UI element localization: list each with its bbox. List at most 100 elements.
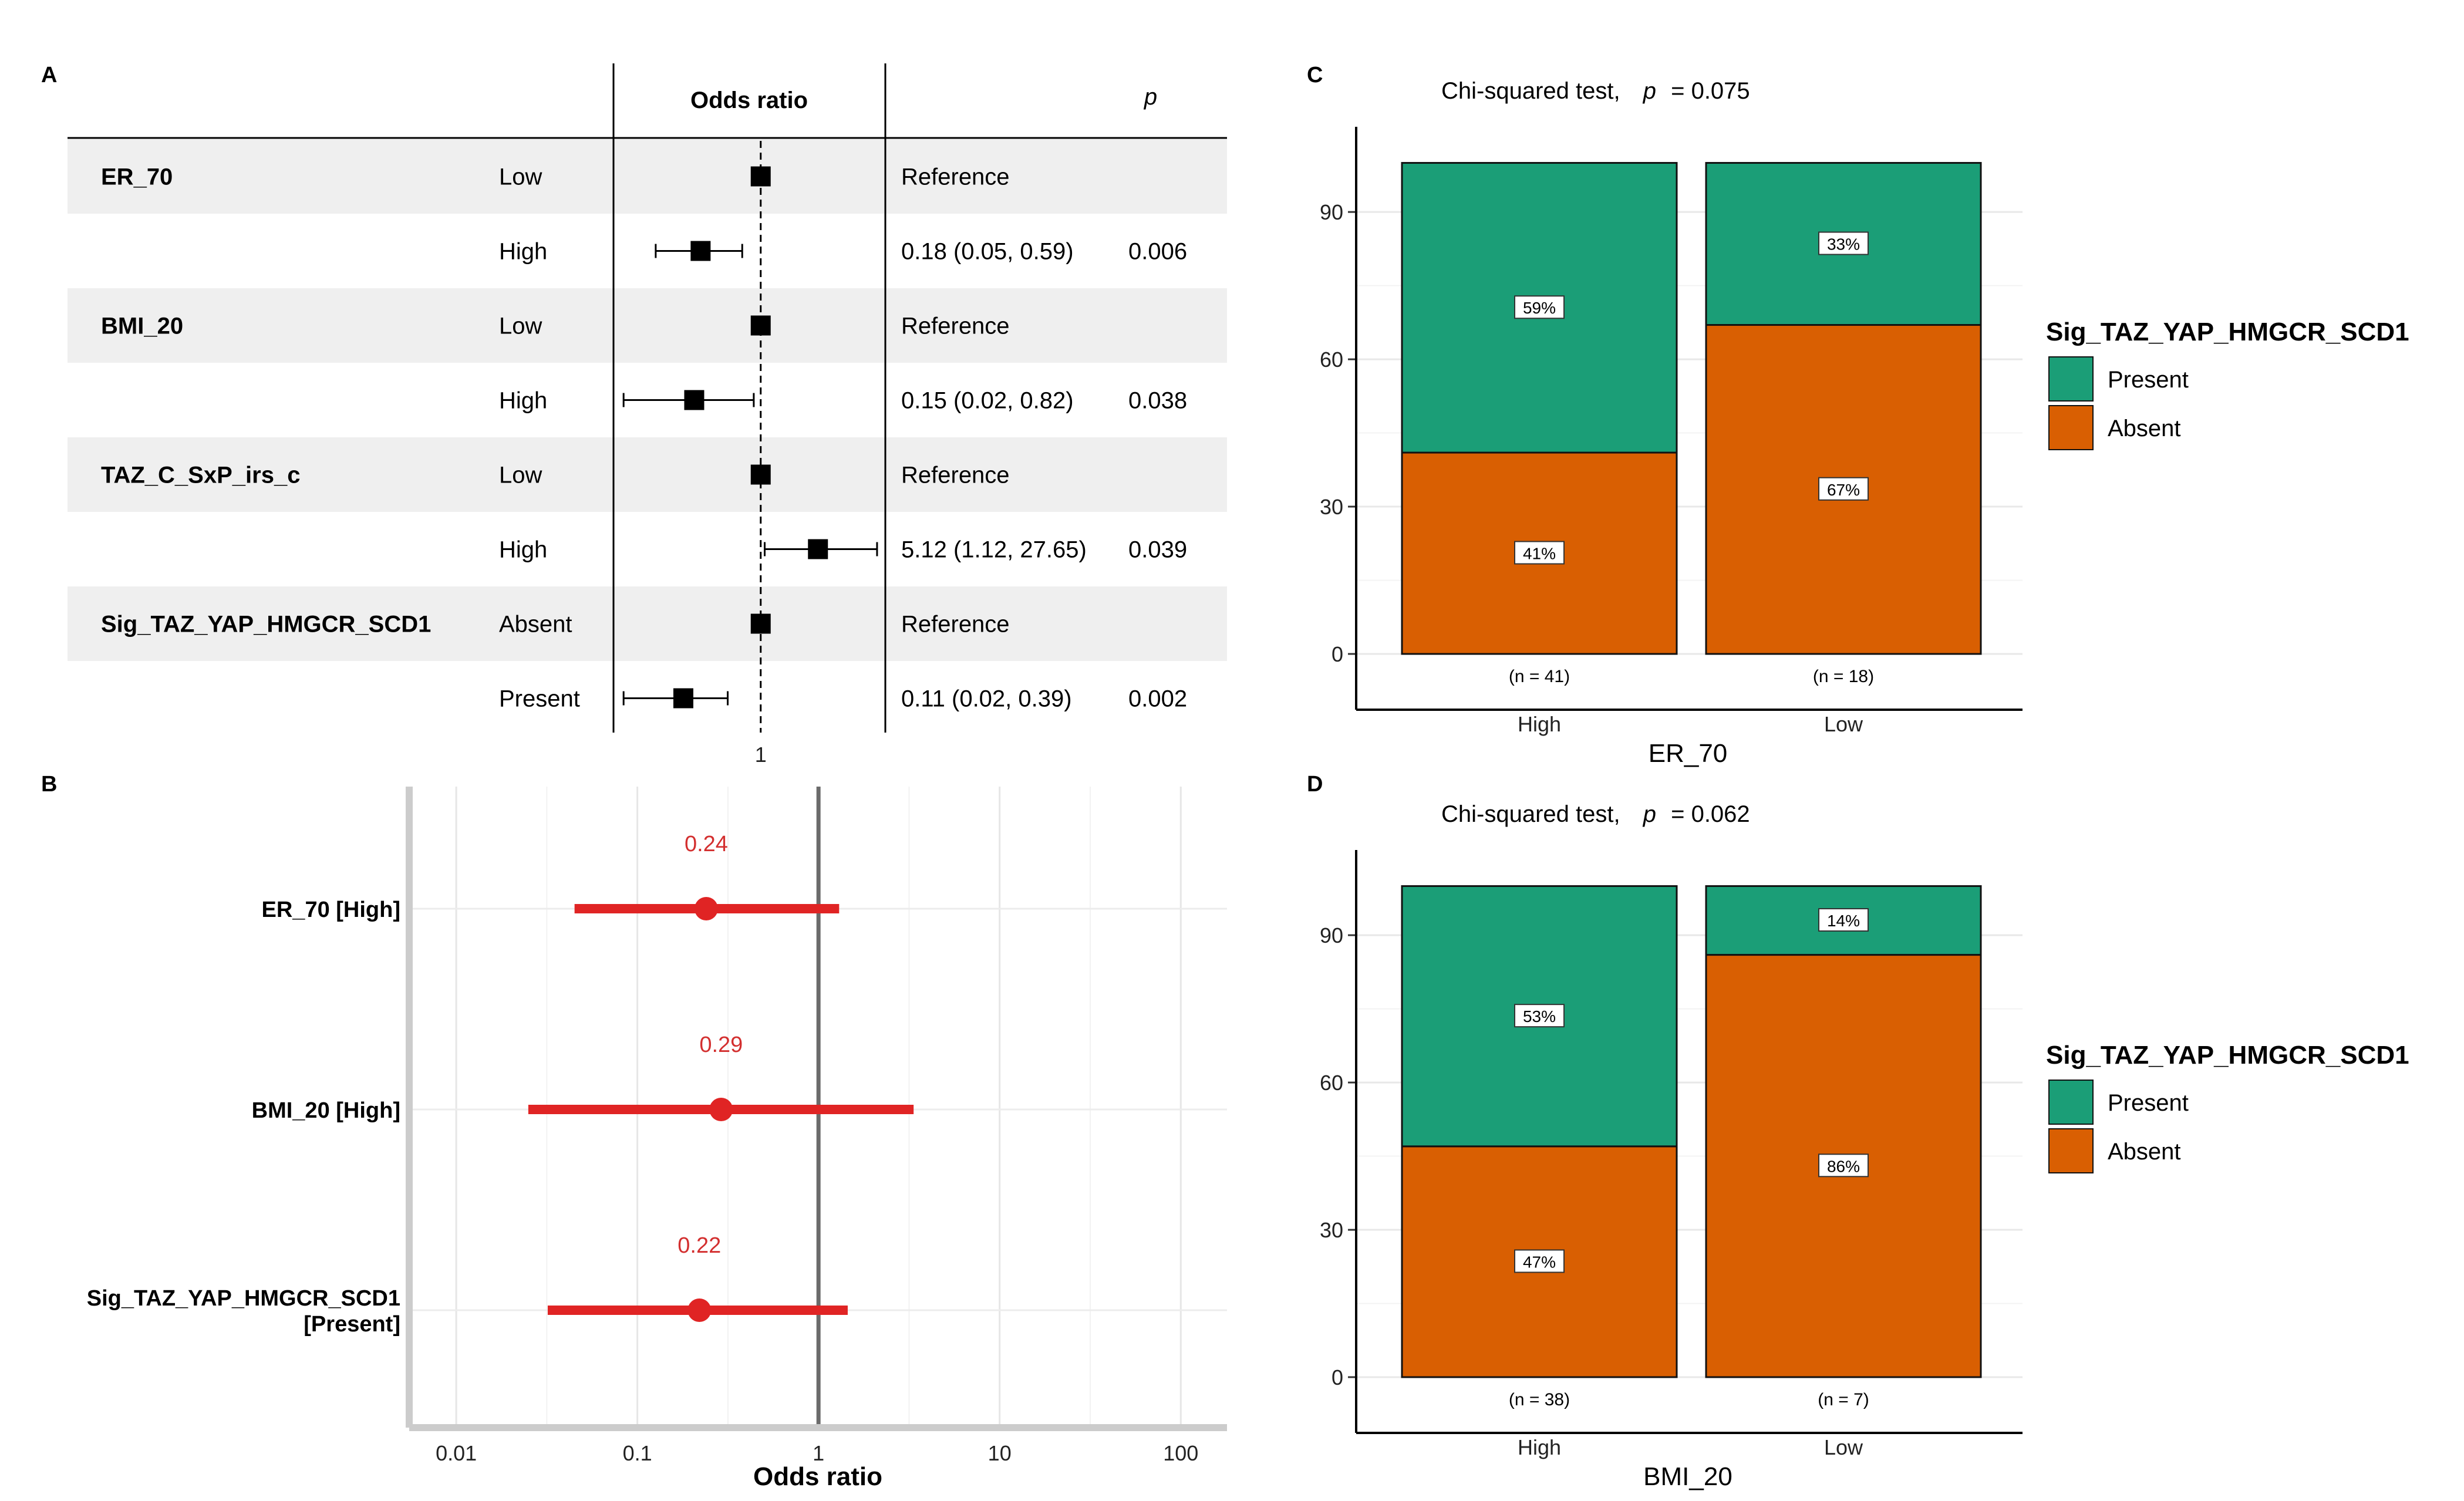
segment-label: 33% bbox=[1827, 235, 1860, 253]
y-tick-label: 30 bbox=[1320, 1218, 1343, 1242]
row-stripe bbox=[68, 139, 1227, 214]
row-stripe bbox=[68, 586, 1227, 661]
panel-d-stacked-bar: D Chi-squared test, p = 0.062 0 30 60 90 47%… bbox=[1307, 772, 2409, 1491]
row-p-value: 0.038 bbox=[1128, 388, 1187, 414]
row-estimate: 0.15 (0.02, 0.82) bbox=[901, 388, 1074, 414]
panel-a-letter: A bbox=[41, 63, 57, 87]
segment-label-box bbox=[1514, 295, 1565, 319]
panel-c-stacked-bar: C Chi-squared test, p = 0.075 0 30 60 90 41%… bbox=[1307, 63, 2409, 768]
bar-n-label: (n = 18) bbox=[1813, 667, 1874, 686]
x-tick-label: Low bbox=[1824, 712, 1863, 736]
segment-label-box bbox=[1818, 908, 1869, 932]
y-axis-label: [Present] bbox=[304, 1312, 400, 1337]
estimate-marker bbox=[684, 390, 705, 410]
estimate-point bbox=[687, 1298, 712, 1322]
row-estimate: Reference bbox=[901, 164, 1010, 190]
row-variable: Sig_TAZ_YAP_HMGCR_SCD1 bbox=[101, 612, 431, 637]
row-stripe bbox=[68, 437, 1227, 512]
estimate-point bbox=[709, 1098, 733, 1121]
y-axis-label: ER_70 [High] bbox=[262, 898, 400, 922]
panel-c-letter: C bbox=[1307, 63, 1323, 87]
row-level: Low bbox=[499, 463, 542, 488]
estimate-marker bbox=[750, 166, 771, 187]
p-symbol: p bbox=[1643, 801, 1656, 827]
estimate-value-label: 0.22 bbox=[677, 1233, 721, 1258]
y-axis-label: BMI_20 [High] bbox=[252, 1098, 400, 1123]
x-tick-label: Low bbox=[1824, 1435, 1863, 1459]
bar-n-label: (n = 38) bbox=[1509, 1390, 1570, 1409]
x-axis-title: ER_70 bbox=[1649, 739, 1728, 768]
subtitle: Chi-squared test, p = 0.075 bbox=[1441, 78, 1750, 104]
row-estimate: Reference bbox=[901, 463, 1010, 488]
x-tick-label: 10 bbox=[988, 1441, 1012, 1465]
row-estimate: 5.12 (1.12, 27.65) bbox=[901, 537, 1087, 563]
odds-ratio-header: Odds ratio bbox=[690, 87, 808, 113]
legend-swatch-present bbox=[2048, 356, 2094, 402]
segment-label: 14% bbox=[1827, 912, 1860, 930]
row-level: High bbox=[499, 537, 547, 563]
row-estimate: Reference bbox=[901, 313, 1010, 339]
row-estimate: 0.18 (0.05, 0.59) bbox=[901, 239, 1074, 265]
x-tick-label: 0.1 bbox=[623, 1441, 652, 1465]
legend-label-absent: Absent bbox=[2108, 1139, 2181, 1165]
x-tick-label: High bbox=[1518, 712, 1561, 736]
panel-a-forest-table: A Odds ratio p 1 ER_70 Low Reference High 0.… bbox=[41, 63, 1227, 767]
p-symbol: p bbox=[1643, 78, 1656, 104]
p-value: = 0.062 bbox=[1671, 801, 1750, 827]
plot-area: 0 30 60 90 47% 53% (n = 38) High 86% 14% (n = 7) Lo… bbox=[1320, 850, 2023, 1459]
estimate-marker bbox=[673, 688, 693, 709]
legend-swatch-absent bbox=[2048, 1128, 2094, 1173]
segment-label: 86% bbox=[1827, 1157, 1860, 1175]
row-stripe bbox=[68, 288, 1227, 363]
row-estimate: 0.11 (0.02, 0.39) bbox=[901, 686, 1072, 712]
row-p-value: 0.006 bbox=[1128, 239, 1187, 265]
y-tick-label: 90 bbox=[1320, 200, 1343, 224]
row-p-value: 0.039 bbox=[1128, 537, 1187, 563]
segment-label: 47% bbox=[1523, 1253, 1556, 1271]
segment-label-box bbox=[1818, 477, 1869, 501]
estimate-marker bbox=[750, 464, 771, 485]
legend-label-absent: Absent bbox=[2108, 416, 2181, 441]
x-tick-label: 1 bbox=[813, 1441, 824, 1465]
row-level: Absent bbox=[499, 612, 572, 637]
row-variable: TAZ_C_SxP_irs_c bbox=[101, 463, 300, 488]
plot-area: 0 30 60 90 41% 59% (n = 41) High 67% 33% (n = 18) L… bbox=[1320, 127, 2023, 736]
y-tick-label: 0 bbox=[1332, 1365, 1343, 1389]
subtitle: Chi-squared test, p = 0.062 bbox=[1441, 801, 1750, 827]
legend: Sig_TAZ_YAP_HMGCR_SCD1 Present Absent bbox=[2046, 1041, 2409, 1173]
estimate-point bbox=[694, 897, 718, 920]
table-stripes bbox=[68, 139, 1227, 661]
panel-d-letter: D bbox=[1307, 772, 1323, 797]
y-tick-label: 30 bbox=[1320, 495, 1343, 519]
legend-label-present: Present bbox=[2108, 367, 2189, 393]
row-variable: BMI_20 bbox=[101, 313, 183, 339]
row-level: High bbox=[499, 388, 547, 414]
panel-b-odds-ratio-plot: B 0.01 0.1 1 10 100 Odds ratio 0.24 ER_70 [Hi… bbox=[41, 772, 1227, 1491]
y-tick-label: 60 bbox=[1320, 1071, 1343, 1095]
segment-label-box bbox=[1514, 541, 1565, 565]
x-tick-label: 0.01 bbox=[436, 1441, 477, 1465]
estimate-marker bbox=[690, 241, 711, 261]
panel-b-letter: B bbox=[41, 772, 57, 797]
row-p-value: 0.002 bbox=[1128, 686, 1187, 712]
x-tick-label: 100 bbox=[1163, 1441, 1198, 1465]
legend-label-present: Present bbox=[2108, 1090, 2189, 1116]
segment-label-box bbox=[1514, 1249, 1565, 1273]
estimate-value-label: 0.29 bbox=[699, 1033, 743, 1057]
p-value: = 0.075 bbox=[1671, 78, 1750, 104]
estimate-marker bbox=[750, 613, 771, 634]
table-rows: ER_70 Low Reference High 0.18 (0.05, 0.59) 0.… bbox=[101, 164, 1187, 712]
row-level: Present bbox=[499, 686, 580, 712]
estimate-marker bbox=[808, 539, 828, 559]
estimate-marker bbox=[750, 315, 771, 336]
legend: Sig_TAZ_YAP_HMGCR_SCD1 Present Absent bbox=[2046, 318, 2409, 450]
segment-label: 41% bbox=[1523, 545, 1556, 563]
segment-label: 67% bbox=[1827, 481, 1860, 499]
y-axis-label: Sig_TAZ_YAP_HMGCR_SCD1 bbox=[87, 1286, 400, 1311]
bar-n-label: (n = 41) bbox=[1509, 667, 1570, 686]
x-axis-title: BMI_20 bbox=[1643, 1462, 1732, 1491]
subtitle-prefix: Chi-squared test, bbox=[1441, 78, 1620, 104]
estimates: 0.24 ER_70 [High] 0.29 BMI_20 [High] 0.22 Sig… bbox=[87, 832, 914, 1337]
row-level: Low bbox=[499, 164, 542, 190]
